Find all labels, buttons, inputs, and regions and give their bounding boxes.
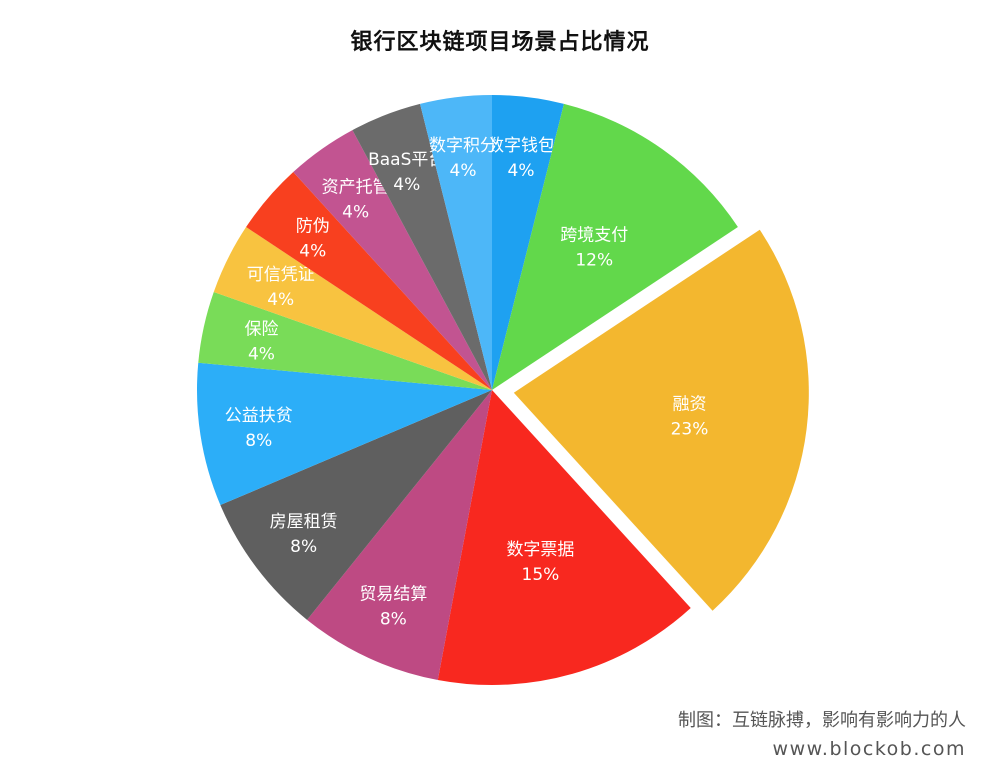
slice-value-label: 12% bbox=[575, 251, 613, 271]
chart-credit: 制图：互链脉搏，影响有影响力的人 bbox=[678, 710, 966, 731]
chart-title: 银行区块链项目场景占比情况 bbox=[350, 30, 650, 55]
slice-value-label: 8% bbox=[290, 537, 317, 557]
pie-slice bbox=[513, 229, 809, 611]
slice-value-label: 4% bbox=[267, 290, 294, 310]
pie-slice bbox=[307, 390, 492, 680]
pie-slice bbox=[220, 390, 492, 620]
slice-label: 贸易结算 bbox=[359, 584, 427, 604]
slice-value-label: 4% bbox=[508, 161, 535, 181]
slice-value-label: 4% bbox=[248, 345, 275, 365]
slice-value-label: 15% bbox=[522, 565, 560, 585]
slice-value-label: 23% bbox=[671, 419, 709, 439]
slice-label: 数字钱包 bbox=[487, 136, 555, 156]
slice-value-label: 4% bbox=[393, 175, 420, 195]
slice-label: 保险 bbox=[244, 320, 278, 340]
slice-label: 数字积分 bbox=[429, 136, 497, 156]
pie-slice bbox=[352, 103, 492, 390]
pie-slice bbox=[198, 291, 492, 390]
slice-label: 资产托管 bbox=[322, 177, 390, 197]
pie-slice bbox=[437, 390, 691, 685]
slice-value-label: 4% bbox=[450, 161, 477, 181]
pie-slice bbox=[492, 95, 564, 390]
pie-slice bbox=[492, 103, 738, 390]
pie-slice bbox=[420, 95, 492, 390]
slice-value-label: 8% bbox=[245, 431, 272, 451]
slice-label: 数字票据 bbox=[506, 540, 574, 560]
pie-slice bbox=[293, 130, 492, 390]
slice-label: 公益扶贫 bbox=[225, 406, 293, 426]
slice-label: 防伪 bbox=[296, 216, 330, 236]
slice-value-label: 8% bbox=[380, 609, 407, 629]
slice-label: 跨境支付 bbox=[560, 226, 628, 246]
slice-label: 融资 bbox=[672, 394, 706, 414]
slice-label: 可信凭证 bbox=[247, 265, 315, 285]
website-url: www.blockob.com bbox=[772, 738, 966, 760]
slice-value-label: 4% bbox=[342, 202, 369, 222]
pie-slice bbox=[196, 362, 492, 505]
pie-slice bbox=[213, 227, 492, 390]
slice-label: BaaS平台 bbox=[368, 150, 445, 170]
pie-slice bbox=[246, 171, 492, 390]
slice-label: 房屋租赁 bbox=[270, 512, 338, 532]
slice-value-label: 4% bbox=[299, 241, 326, 261]
